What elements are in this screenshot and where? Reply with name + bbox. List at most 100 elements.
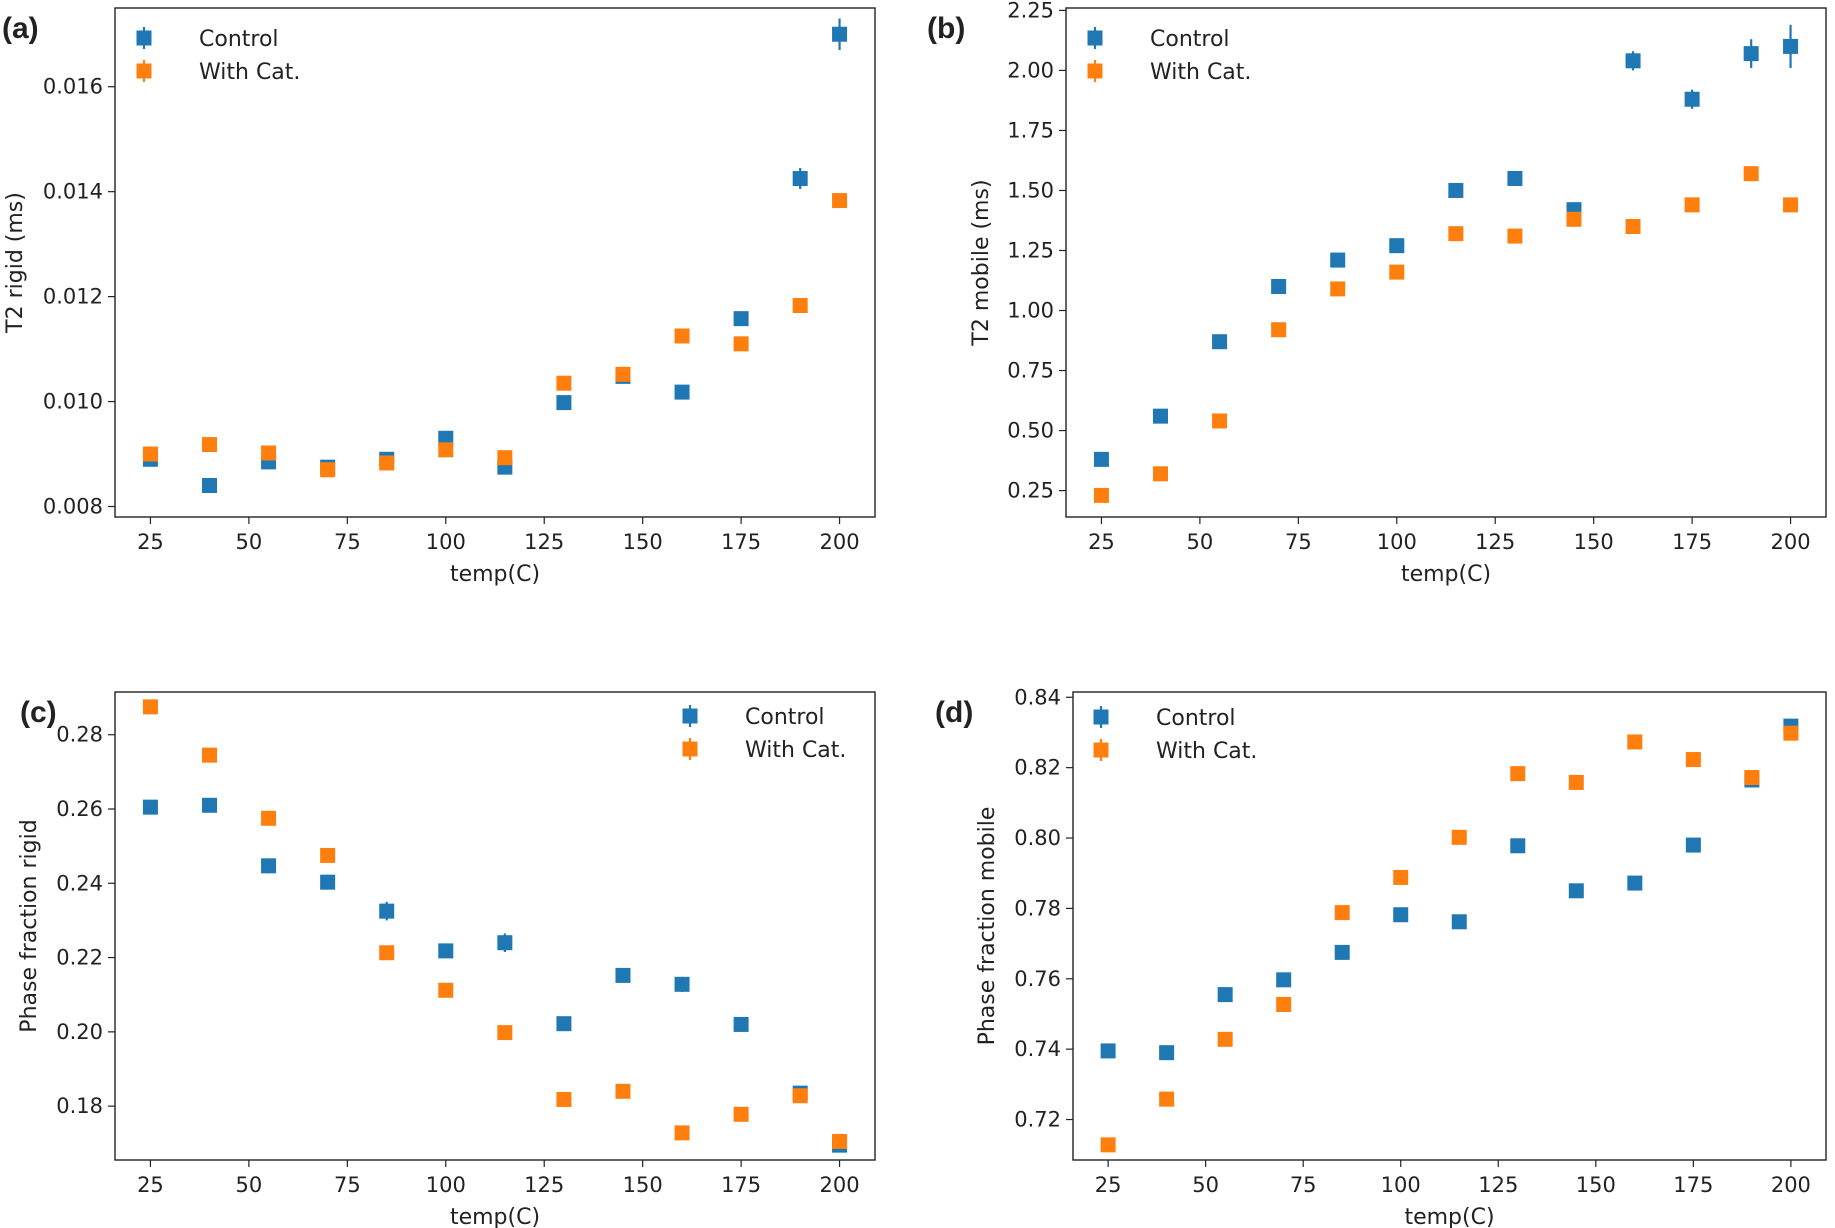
data-point [379, 945, 395, 961]
chart-panel-2: 25 50 75 100 125 150 175 200 0.25 0.50 0.75 1.00 1.2… [927, 0, 1827, 587]
data-point [497, 450, 513, 466]
data-point [438, 430, 454, 446]
x-tick-label: 75 [334, 1173, 361, 1197]
x-tick-label: 175 [1673, 1173, 1713, 1197]
data-point [142, 799, 158, 815]
data-point [202, 478, 218, 494]
data-point [202, 437, 218, 453]
chart-panel-1: 25 50 75 100 125 150 175 200 0.008 0.010 0.012 0.01… [2, 7, 876, 587]
data-point [674, 1125, 690, 1141]
x-tick-label: 125 [524, 1173, 564, 1197]
data-point [320, 462, 336, 478]
legend-marker [1093, 709, 1109, 725]
legend-label: With Cat. [1156, 739, 1257, 764]
y-tick-label: 0.82 [1014, 756, 1061, 780]
y-tick-label: 0.75 [1007, 359, 1054, 383]
data-point [1684, 197, 1700, 213]
data-point [1330, 281, 1346, 297]
x-tick-label: 125 [524, 530, 564, 554]
x-tick-label: 75 [1290, 1173, 1317, 1197]
data-point [674, 328, 690, 344]
x-tick-label: 25 [1088, 530, 1115, 554]
x-tick-label: 200 [820, 1173, 860, 1197]
data-point [1744, 770, 1760, 786]
data-point [1568, 883, 1584, 899]
data-point [1627, 875, 1643, 891]
legend-marker [682, 741, 698, 757]
y-tick-label: 0.80 [1014, 826, 1061, 850]
data-point [320, 847, 336, 863]
legend: Control With Cat. [136, 27, 300, 85]
data-point [1743, 166, 1759, 182]
data-point [674, 384, 690, 400]
legend: Control With Cat. [682, 705, 846, 763]
data-point [733, 1106, 749, 1122]
data-point [1507, 170, 1523, 186]
data-point [379, 903, 395, 919]
series-with_cat [1093, 166, 1799, 503]
data-point [1334, 944, 1350, 960]
data-point [1510, 766, 1526, 782]
y-tick-label: 0.010 [43, 390, 103, 414]
data-point [1093, 451, 1109, 467]
data-point [792, 171, 808, 187]
legend-marker [1087, 63, 1103, 79]
x-tick-label: 75 [1285, 530, 1312, 554]
data-point [1685, 752, 1701, 768]
series-control [142, 18, 848, 494]
x-tick-label: 50 [236, 1173, 263, 1197]
legend-label: With Cat. [199, 60, 300, 85]
legend-label: Control [745, 705, 825, 730]
data-point [1330, 252, 1346, 268]
data-point [1276, 972, 1292, 988]
x-tick-label: 200 [820, 530, 860, 554]
data-point [1217, 987, 1233, 1003]
legend-label: With Cat. [1150, 60, 1251, 85]
data-point [1448, 226, 1464, 242]
legend-label: With Cat. [745, 738, 846, 763]
y-axis-label: Phase fraction rigid [17, 819, 42, 1032]
data-point [1159, 1091, 1175, 1107]
data-point [1100, 1043, 1116, 1059]
data-point [261, 858, 277, 874]
legend: Control With Cat. [1087, 27, 1251, 85]
data-point [261, 445, 277, 461]
y-tick-label: 0.012 [43, 285, 103, 309]
panel-label: (b) [927, 12, 965, 45]
data-point [615, 366, 631, 382]
data-point [556, 1091, 572, 1107]
y-tick-label: 0.28 [56, 723, 103, 747]
y-tick-label: 0.78 [1014, 896, 1061, 920]
series-with_cat [142, 699, 848, 1149]
legend: Control With Cat. [1093, 706, 1257, 764]
y-tick-label: 0.72 [1014, 1108, 1061, 1132]
data-point [1334, 905, 1350, 921]
legend-label: Control [1150, 27, 1230, 52]
data-point [1627, 734, 1643, 750]
series-control [1093, 24, 1799, 467]
y-axis-label: Phase fraction mobile [975, 807, 1000, 1046]
data-point [1389, 238, 1405, 254]
x-tick-label: 50 [236, 530, 263, 554]
x-tick-label: 100 [426, 530, 466, 554]
chart-panel-4: 25 50 75 100 125 150 175 200 0.72 0.74 0.76 0.78 0.8… [935, 685, 1827, 1228]
y-tick-label: 0.50 [1007, 419, 1054, 443]
y-tick-label: 2.00 [1007, 58, 1054, 82]
series-with_cat [142, 193, 848, 478]
data-point [497, 1025, 513, 1041]
y-tick-label: 1.50 [1007, 178, 1054, 202]
data-point [1212, 334, 1228, 350]
plot-frame [114, 691, 876, 1161]
x-tick-label: 25 [137, 1173, 164, 1197]
data-point [1276, 996, 1292, 1012]
y-tick-label: 0.18 [56, 1094, 103, 1118]
legend-marker [1093, 742, 1109, 758]
data-point [438, 982, 454, 998]
data-point [1783, 197, 1799, 213]
y-tick-label: 1.25 [1007, 238, 1054, 262]
data-point [556, 1016, 572, 1032]
data-point [1159, 1045, 1175, 1061]
plot-frame [1072, 691, 1827, 1161]
y-axis-label: T2 rigid (ms) [3, 192, 28, 334]
